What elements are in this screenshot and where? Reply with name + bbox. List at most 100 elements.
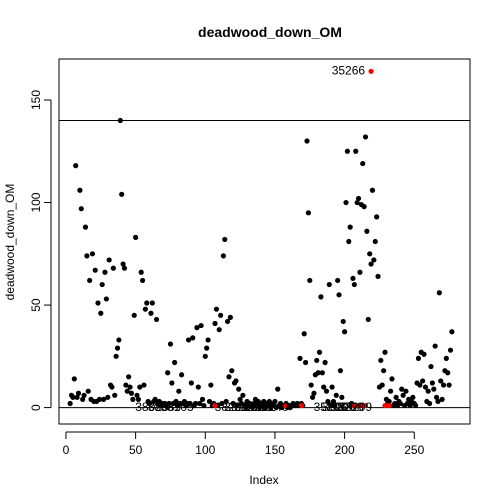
data-point	[378, 357, 384, 364]
outlier-point	[212, 402, 218, 409]
data-point	[432, 343, 438, 349]
data-point	[105, 394, 111, 400]
data-point	[330, 398, 337, 405]
data-point	[201, 402, 207, 409]
data-point	[323, 388, 330, 394]
data-point	[426, 400, 433, 407]
data-point	[446, 382, 452, 388]
data-point	[216, 327, 222, 333]
data-point	[116, 337, 122, 343]
data-point	[192, 400, 199, 407]
data-point	[141, 382, 147, 388]
data-point	[199, 396, 206, 402]
data-point	[355, 195, 362, 202]
data-point	[234, 402, 240, 409]
data-point	[382, 349, 388, 355]
y-tick-label: 150	[29, 90, 43, 110]
data-point	[329, 384, 335, 390]
data-point	[80, 396, 86, 402]
data-point	[337, 368, 344, 374]
data-point	[371, 257, 377, 263]
outlier-point	[386, 402, 392, 409]
data-point	[96, 396, 103, 402]
data-point	[272, 398, 278, 405]
data-point	[230, 400, 236, 407]
data-point	[314, 357, 320, 364]
data-point	[369, 187, 376, 193]
data-point	[361, 204, 367, 210]
data-point	[102, 269, 108, 275]
data-point	[322, 359, 328, 366]
data-point	[266, 398, 272, 405]
data-point	[67, 400, 73, 407]
data-point	[127, 384, 133, 390]
data-point	[117, 117, 123, 124]
data-point	[421, 351, 427, 357]
data-point	[77, 187, 83, 193]
data-point	[84, 253, 90, 259]
data-point	[195, 384, 201, 390]
point-label: 38260	[244, 400, 278, 414]
data-point	[204, 345, 210, 351]
data-point	[347, 224, 353, 230]
data-point	[344, 148, 350, 154]
data-point	[226, 374, 232, 380]
data-point	[250, 404, 256, 411]
data-point	[400, 392, 406, 398]
data-point	[387, 388, 394, 394]
data-point	[372, 238, 378, 245]
data-point	[128, 390, 135, 396]
data-point	[325, 398, 331, 405]
data-point	[169, 380, 175, 386]
data-point	[224, 318, 231, 325]
data-point	[113, 353, 119, 359]
data-point	[144, 300, 150, 306]
data-point	[167, 341, 174, 347]
data-point	[126, 374, 132, 380]
data-point	[428, 363, 434, 370]
data-point	[179, 372, 185, 378]
data-point	[435, 398, 441, 405]
data-point	[443, 355, 449, 361]
x-tick-label: 150	[265, 443, 285, 457]
x-axis-label: Index	[249, 473, 278, 487]
data-point	[176, 388, 182, 394]
data-point	[166, 400, 172, 407]
data-point	[379, 382, 385, 388]
data-point	[425, 388, 431, 394]
data-point	[397, 400, 403, 407]
data-point	[415, 355, 422, 361]
data-point	[360, 160, 366, 167]
data-point	[70, 394, 76, 400]
data-point	[134, 392, 140, 398]
data-point	[81, 392, 87, 398]
data-point	[202, 353, 208, 359]
outlier-point	[282, 402, 288, 409]
data-point	[321, 384, 327, 390]
data-point	[194, 325, 200, 331]
data-point	[229, 368, 235, 374]
data-point	[71, 376, 77, 382]
data-point	[297, 355, 303, 361]
data-point	[185, 337, 192, 343]
data-point	[133, 234, 139, 240]
data-point	[103, 296, 109, 302]
data-point	[198, 322, 204, 329]
data-point	[227, 314, 233, 320]
x-tick-label: 100	[195, 443, 215, 457]
data-point	[399, 386, 405, 392]
data-point	[303, 359, 309, 366]
data-point	[309, 394, 316, 400]
data-point	[240, 392, 246, 398]
data-point	[335, 277, 341, 284]
data-point	[354, 199, 360, 206]
point-label: 38089	[148, 400, 182, 414]
data-point	[346, 238, 352, 245]
data-point	[236, 386, 242, 392]
data-point	[319, 370, 325, 376]
data-point	[218, 312, 224, 318]
point-label: 38208	[330, 400, 364, 414]
data-point	[393, 394, 399, 400]
data-point	[439, 396, 445, 402]
